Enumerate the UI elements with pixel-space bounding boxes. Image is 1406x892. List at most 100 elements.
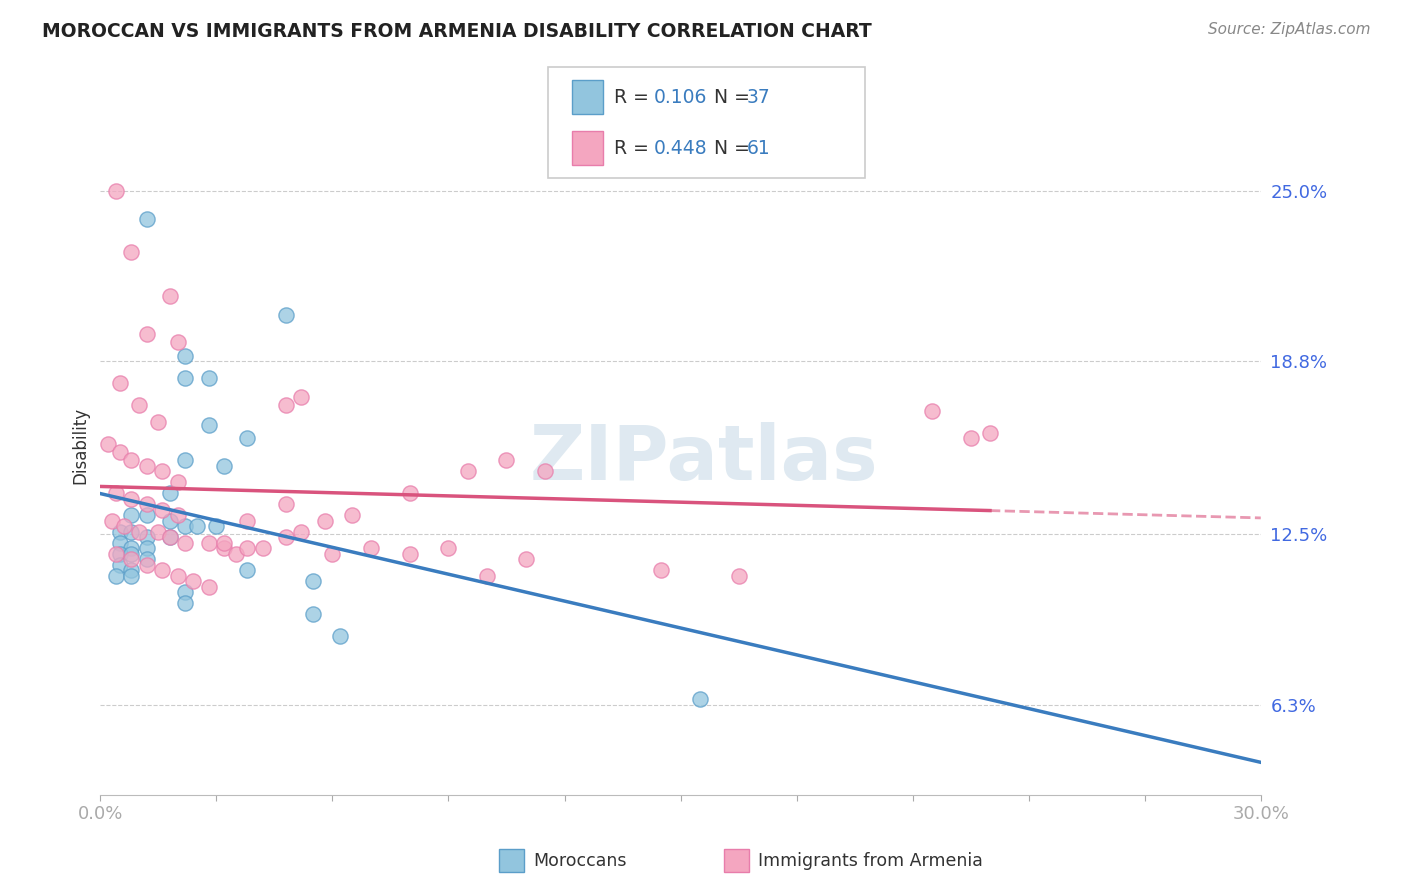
Point	[135, 211, 157, 226]
Point	[205, 519, 228, 533]
Point	[197, 371, 219, 385]
Text: R =: R =	[614, 87, 655, 106]
Point	[290, 524, 312, 539]
Point	[329, 629, 352, 643]
Point	[302, 607, 325, 621]
Point	[108, 376, 131, 391]
Point	[689, 692, 711, 706]
Point	[135, 530, 157, 544]
Point	[534, 464, 557, 478]
Point	[212, 458, 235, 473]
Point	[212, 541, 235, 555]
Point	[120, 508, 142, 523]
Point	[197, 580, 219, 594]
Point	[274, 308, 297, 322]
Text: N =: N =	[702, 139, 755, 158]
Point	[150, 563, 173, 577]
Point	[135, 558, 157, 572]
Point	[135, 541, 157, 555]
Text: 61: 61	[747, 139, 770, 158]
Point	[120, 453, 142, 467]
Text: 0.106: 0.106	[654, 87, 707, 106]
Point	[135, 552, 157, 566]
Point	[120, 491, 142, 506]
Point	[921, 404, 943, 418]
Text: R =: R =	[614, 139, 655, 158]
Text: Source: ZipAtlas.com: Source: ZipAtlas.com	[1208, 22, 1371, 37]
Y-axis label: Disability: Disability	[72, 407, 89, 483]
Point	[108, 445, 131, 459]
Text: ZIPatlas: ZIPatlas	[530, 422, 879, 496]
Point	[174, 519, 197, 533]
Point	[104, 547, 127, 561]
Point	[274, 398, 297, 412]
Point	[135, 326, 157, 341]
Text: Immigrants from Armenia: Immigrants from Armenia	[758, 852, 983, 870]
Point	[159, 486, 181, 500]
Point	[150, 502, 173, 516]
Point	[120, 524, 142, 539]
Point	[120, 552, 142, 566]
Point	[159, 514, 181, 528]
Point	[314, 514, 336, 528]
Point	[108, 547, 131, 561]
Point	[174, 535, 197, 549]
Point	[159, 530, 181, 544]
Point	[104, 184, 127, 198]
Point	[495, 453, 517, 467]
Text: N =: N =	[702, 87, 755, 106]
Point	[979, 425, 1001, 440]
Point	[340, 508, 363, 523]
Point	[174, 585, 197, 599]
Point	[135, 458, 157, 473]
Point	[290, 390, 312, 404]
Point	[120, 541, 142, 555]
Point	[302, 574, 325, 588]
Text: Moroccans: Moroccans	[533, 852, 627, 870]
Point	[515, 552, 537, 566]
Point	[197, 417, 219, 432]
Point	[104, 568, 127, 582]
Point	[274, 530, 297, 544]
Point	[108, 535, 131, 549]
Point	[112, 519, 135, 533]
Point	[398, 486, 420, 500]
Point	[236, 541, 259, 555]
Point	[398, 547, 420, 561]
Point	[120, 563, 142, 577]
Point	[166, 335, 188, 350]
Point	[148, 415, 170, 429]
Point	[135, 508, 157, 523]
Point	[360, 541, 382, 555]
Point	[159, 530, 181, 544]
Point	[186, 519, 208, 533]
Point	[166, 475, 188, 490]
Point	[457, 464, 479, 478]
Point	[236, 563, 259, 577]
Point	[181, 574, 204, 588]
Point	[120, 568, 142, 582]
Point	[128, 524, 150, 539]
Point	[650, 563, 672, 577]
Point	[174, 349, 197, 363]
Point	[174, 371, 197, 385]
Point	[166, 508, 188, 523]
Point	[120, 244, 142, 259]
Point	[101, 514, 124, 528]
Point	[166, 568, 188, 582]
Point	[108, 558, 131, 572]
Text: MOROCCAN VS IMMIGRANTS FROM ARMENIA DISABILITY CORRELATION CHART: MOROCCAN VS IMMIGRANTS FROM ARMENIA DISA…	[42, 22, 872, 41]
Point	[475, 568, 498, 582]
Point	[225, 547, 247, 561]
Point	[274, 497, 297, 511]
Point	[236, 514, 259, 528]
Point	[174, 596, 197, 610]
Point	[108, 524, 131, 539]
Point	[120, 547, 142, 561]
Point	[97, 437, 120, 451]
Text: 0.448: 0.448	[654, 139, 707, 158]
Point	[212, 535, 235, 549]
Point	[437, 541, 460, 555]
Text: 37: 37	[747, 87, 770, 106]
Point	[321, 547, 343, 561]
